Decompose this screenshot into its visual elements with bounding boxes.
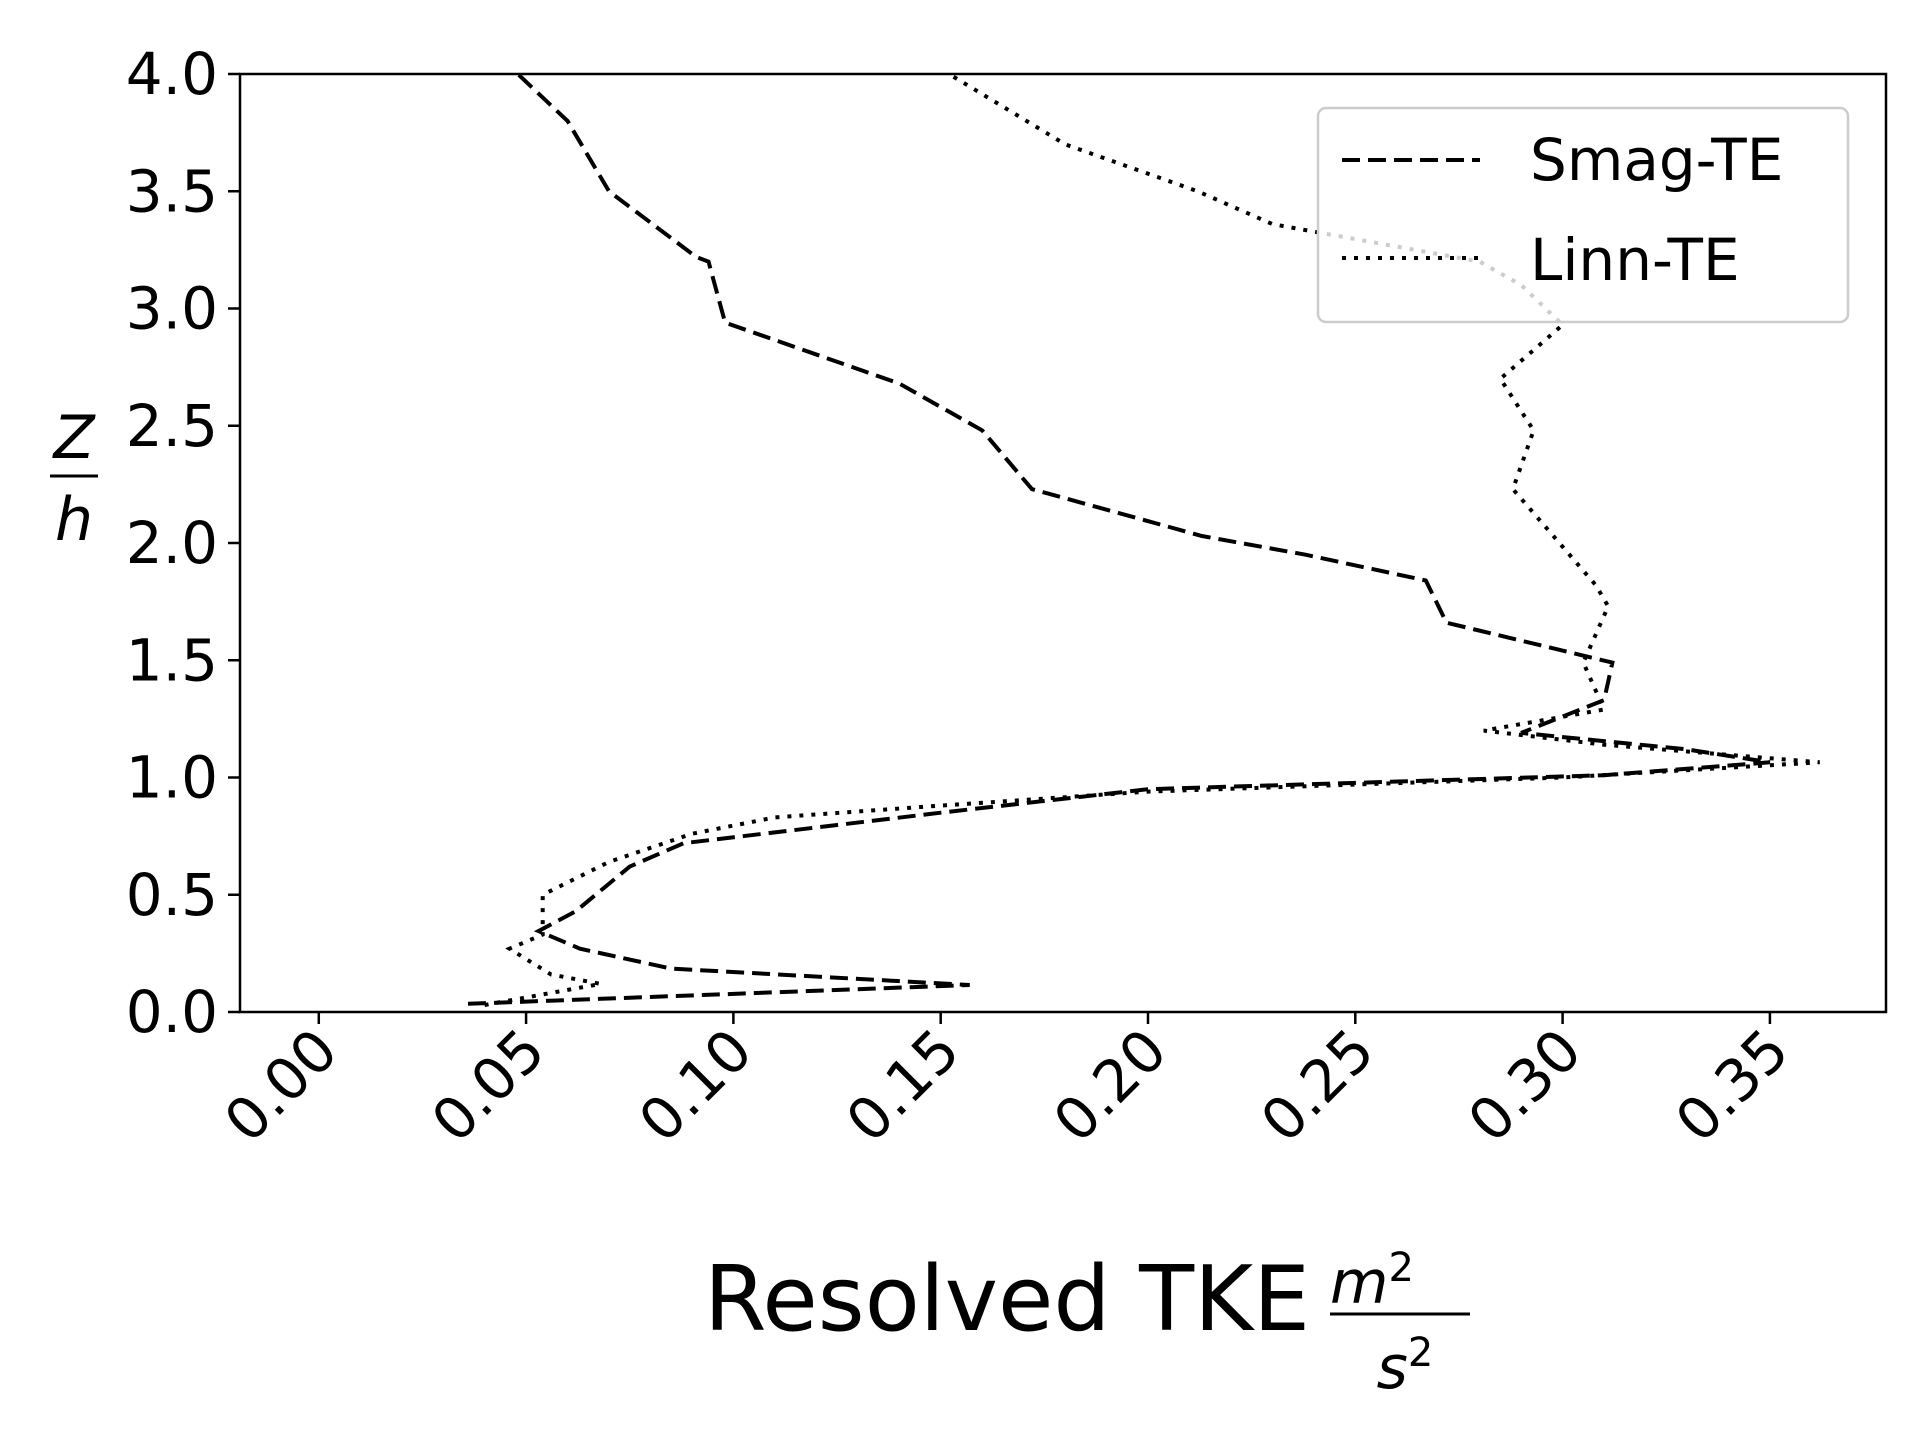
x-axis-label: Resolved TKE m2 s2 — [704, 1245, 1470, 1403]
y-tick-label: 2.5 — [126, 392, 218, 460]
y-tick-label: 0.0 — [126, 978, 218, 1046]
y-tick-label: 0.5 — [126, 861, 218, 929]
y-label-denominator: h — [55, 485, 93, 555]
legend: Smag-TE Linn-TE — [1316, 106, 1850, 324]
y-tick-label: 2.0 — [126, 509, 218, 577]
x-label-text: Resolved TKE — [704, 1247, 1310, 1352]
y-tick-label: 1.0 — [126, 744, 218, 812]
x-label-unit-numerator: m2 — [1330, 1245, 1414, 1318]
y-label-numerator: Z — [51, 403, 96, 473]
y-tick-label: 3.0 — [126, 275, 218, 343]
series-line-smag-te — [467, 72, 1771, 1006]
y-axis-label: Z h — [50, 403, 98, 555]
series-line-linn-te — [484, 72, 1820, 1007]
y-tick-label: 3.5 — [126, 157, 218, 225]
legend-label-linn-te: Linn-TE — [1530, 226, 1740, 294]
legend-label-smag-te: Smag-TE — [1530, 126, 1783, 194]
y-tick-label: 1.5 — [126, 626, 218, 694]
x-label-unit-denominator: s2 — [1377, 1330, 1434, 1403]
y-tick-label: 4.0 — [126, 40, 218, 108]
series-layer — [467, 72, 1820, 1007]
